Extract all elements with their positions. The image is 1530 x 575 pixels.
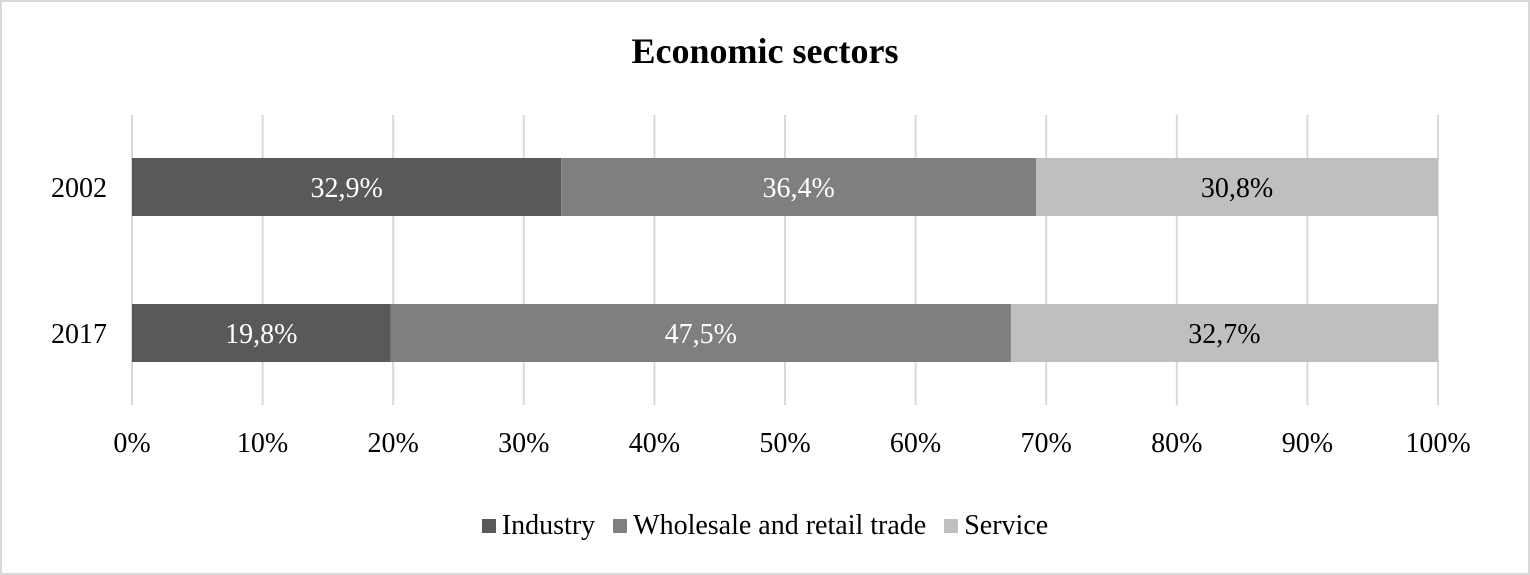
x-tick-label: 30% xyxy=(498,428,549,459)
y-category-label: 2017 xyxy=(51,319,107,350)
x-tick-label: 80% xyxy=(1151,428,1202,459)
bar-segment xyxy=(1010,304,1438,362)
bar-segment xyxy=(561,158,1037,216)
legend-swatch xyxy=(481,519,496,533)
bar-segment xyxy=(132,158,562,216)
legend-item: Service xyxy=(944,510,1048,542)
data-label: 30,8% xyxy=(1201,173,1273,204)
legend-item: Industry xyxy=(481,510,596,542)
y-category-label: 2002 xyxy=(51,173,107,204)
x-tick-label: 90% xyxy=(1282,428,1333,459)
x-tick-label: 70% xyxy=(1021,428,1072,459)
bar-segment xyxy=(1036,158,1438,216)
bar-segment xyxy=(390,304,1011,362)
chart-title: Economic sectors xyxy=(631,31,899,71)
legend-item: Wholesale and retail trade xyxy=(613,510,926,542)
legend-swatch xyxy=(613,519,628,533)
x-tick-label: 100% xyxy=(1405,428,1470,459)
legend-label: Industry xyxy=(501,510,596,541)
data-label: 32,9% xyxy=(310,173,382,204)
legend: Industry Wholesale and retail trade Servic… xyxy=(2,510,1528,542)
data-label: 47,5% xyxy=(665,319,737,350)
legend-swatch xyxy=(944,519,959,533)
x-tick-label: 10% xyxy=(237,428,288,459)
x-tick-label: 60% xyxy=(890,428,941,459)
legend-label: Wholesale and retail trade xyxy=(633,510,927,541)
x-tick-label: 40% xyxy=(629,428,680,459)
x-tick-label: 20% xyxy=(368,428,419,459)
x-tick-label: 0% xyxy=(113,428,150,459)
data-label: 36,4% xyxy=(763,173,835,204)
legend-label: Service xyxy=(964,510,1049,541)
data-label: 32,7% xyxy=(1188,319,1260,350)
data-label: 19,8% xyxy=(225,319,297,350)
x-tick-label: 50% xyxy=(759,428,810,459)
bar-segment xyxy=(132,304,391,362)
